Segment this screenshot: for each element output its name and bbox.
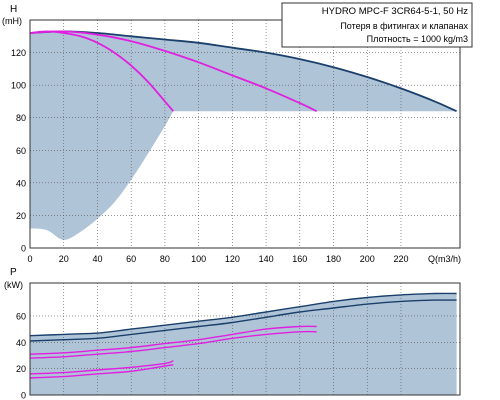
head-ticks: 0 20 40 60 80 100 120 0 20 40 60 80 100 120 140 160 180 2… — [11, 48, 409, 264]
x-tick-label: 0 — [27, 254, 32, 264]
head-curve-3 — [29, 30, 318, 113]
head-y-tick-label: 20 — [16, 211, 26, 221]
legend-box — [281, 2, 473, 48]
head-y-tick-label: 40 — [16, 178, 26, 188]
annotation-fittings-loss: Потеря в фитингах и клапанах — [340, 21, 468, 31]
x-tick-label: 40 — [92, 254, 102, 264]
x-axis-label: Q(m3/h) — [428, 254, 461, 264]
head-operating-region — [30, 31, 457, 240]
head-y-tick-label: 100 — [11, 81, 26, 91]
power-axis-unit: (kW) — [4, 280, 23, 290]
power-curve-4 — [29, 330, 317, 359]
head-axis-label: H — [10, 4, 17, 15]
x-tick-label: 20 — [59, 254, 69, 264]
power-ticks: 0 20 40 60 — [16, 311, 26, 400]
head-series — [29, 30, 457, 113]
head-operating-area — [30, 31, 457, 240]
head-y-tick-label: 80 — [16, 113, 26, 123]
head-y-tick-label: 0 — [21, 244, 26, 254]
power-operating-area — [30, 293, 457, 395]
power-curve-2 — [29, 299, 457, 342]
head-y-tick-label: 120 — [11, 48, 26, 58]
x-tick-label: 140 — [259, 254, 274, 264]
chart-title: HYDRO MPC-F 3CR64-5-1, 50 Hz — [322, 6, 468, 17]
power-axis-label: P — [10, 267, 17, 278]
x-tick-label: 220 — [393, 254, 408, 264]
power-curve-5 — [29, 360, 174, 375]
annotation-density: Плотность = 1000 kg/m3 — [367, 34, 468, 44]
power-curve-6 — [29, 364, 174, 379]
x-tick-label: 60 — [126, 254, 136, 264]
head-curve-1 — [29, 30, 457, 113]
head-plot-frame — [29, 19, 461, 249]
power-plot-frame — [29, 282, 461, 396]
power-chart: 0 20 40 60 P (kW) — [4, 267, 461, 400]
x-tick-label: 120 — [225, 254, 240, 264]
power-y-tick-label: 60 — [16, 311, 26, 321]
power-y-tick-label: 20 — [16, 364, 26, 374]
x-tick-label: 160 — [292, 254, 307, 264]
head-axis-unit: (mH) — [2, 16, 22, 26]
power-operating-region — [30, 293, 457, 395]
x-tick-label: 100 — [191, 254, 206, 264]
power-y-tick-label: 0 — [21, 391, 26, 400]
power-curve-1 — [29, 292, 457, 337]
x-tick-label: 180 — [326, 254, 341, 264]
head-y-tick-label: 60 — [16, 146, 26, 156]
power-curve-3 — [29, 325, 317, 355]
power-series — [29, 292, 457, 379]
head-chart: 0 20 40 60 80 100 120 0 20 40 60 80 100 120 140 160 180 2… — [2, 2, 473, 264]
x-tick-label: 200 — [360, 254, 375, 264]
x-tick-label: 80 — [160, 254, 170, 264]
head-grid — [30, 20, 460, 248]
power-y-tick-label: 40 — [16, 338, 26, 348]
